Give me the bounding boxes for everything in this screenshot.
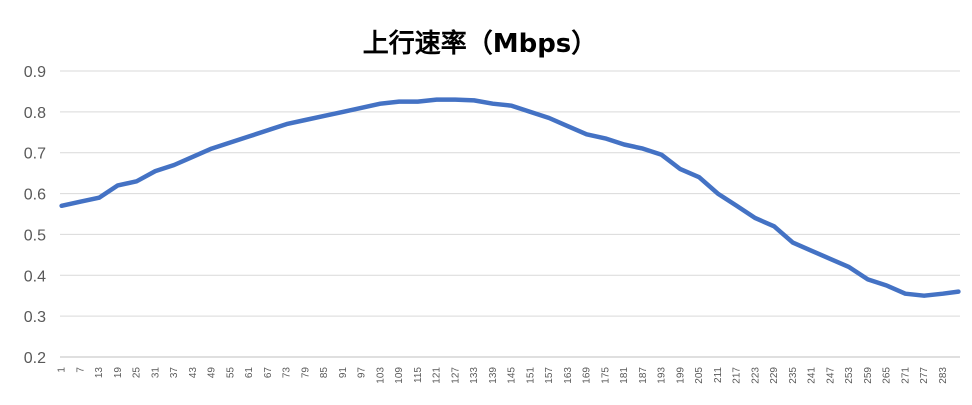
x-tick-label: 7 <box>75 367 86 373</box>
x-tick-label: 139 <box>488 367 499 384</box>
x-tick-label: 163 <box>563 367 574 384</box>
x-tick-label: 67 <box>263 367 274 379</box>
x-tick-label: 241 <box>807 367 818 384</box>
x-tick-label: 25 <box>132 367 143 379</box>
x-tick-label: 91 <box>338 367 349 379</box>
y-tick-label: 0.8 <box>24 105 46 122</box>
x-tick-label: 253 <box>844 367 855 384</box>
x-tick-label: 277 <box>919 367 930 384</box>
x-tick-label: 97 <box>357 367 368 379</box>
x-tick-label: 109 <box>394 367 405 384</box>
x-tick-label: 193 <box>657 367 668 384</box>
x-tick-label: 169 <box>582 367 593 384</box>
x-tick-label: 49 <box>207 367 218 379</box>
x-tick-label: 229 <box>769 367 780 384</box>
y-tick-label: 0.6 <box>24 187 46 204</box>
x-axis: 1 7 13 19 25 31 37 43 49 55 61 67 73 79 85 91 97 103 109 11… <box>57 356 960 384</box>
x-tick-label: 79 <box>300 367 311 379</box>
x-tick-label: 121 <box>432 367 443 384</box>
x-tick-label: 199 <box>675 367 686 384</box>
y-axis-labels: 0.2 0.3 0.4 0.5 0.6 0.7 0.8 0.9 <box>24 64 46 367</box>
gridlines <box>60 70 960 317</box>
x-tick-label: 235 <box>788 367 799 384</box>
x-tick-label: 283 <box>938 367 949 384</box>
y-tick-label: 0.2 <box>24 350 46 367</box>
x-tick-label: 127 <box>450 367 461 384</box>
x-tick-label: 157 <box>544 367 555 384</box>
x-tick-label: 247 <box>825 367 836 384</box>
y-tick-label: 0.3 <box>24 309 46 326</box>
x-tick-label: 259 <box>863 367 874 384</box>
x-tick-label: 205 <box>694 367 705 384</box>
series-line <box>59 97 961 298</box>
x-tick-label: 73 <box>282 367 293 379</box>
chart-title: 上行速率（Mbps） <box>363 28 598 59</box>
x-tick-label: 271 <box>900 367 911 384</box>
x-tick-label: 31 <box>150 367 161 379</box>
x-tick-label: 55 <box>225 367 236 379</box>
x-tick-label: 103 <box>375 367 386 384</box>
y-tick-label: 0.9 <box>24 64 46 81</box>
x-tick-label: 181 <box>619 367 630 384</box>
x-tick-label: 217 <box>732 367 743 384</box>
x-tick-label: 145 <box>507 367 518 384</box>
x-tick-label: 211 <box>713 367 724 383</box>
x-tick-label: 175 <box>600 367 611 384</box>
x-tick-label: 265 <box>882 367 893 384</box>
x-tick-label: 37 <box>169 367 180 379</box>
x-tick-label: 43 <box>188 367 199 379</box>
y-tick-label: 0.7 <box>24 146 46 163</box>
x-tick-label: 115 <box>413 367 424 383</box>
x-tick-label: 13 <box>94 367 105 379</box>
x-tick-label: 19 <box>113 367 124 379</box>
x-tick-label: 187 <box>638 367 649 384</box>
y-tick-label: 0.4 <box>24 268 46 285</box>
x-tick-label: 151 <box>525 367 536 384</box>
x-tick-label: 223 <box>750 367 761 384</box>
y-tick-label: 0.5 <box>24 227 46 244</box>
x-tick-label: 1 <box>57 367 68 373</box>
series-layer <box>59 97 961 298</box>
x-tick-label: 85 <box>319 367 330 379</box>
x-tick-label: 133 <box>469 367 480 384</box>
x-tick-label: 61 <box>244 367 255 379</box>
